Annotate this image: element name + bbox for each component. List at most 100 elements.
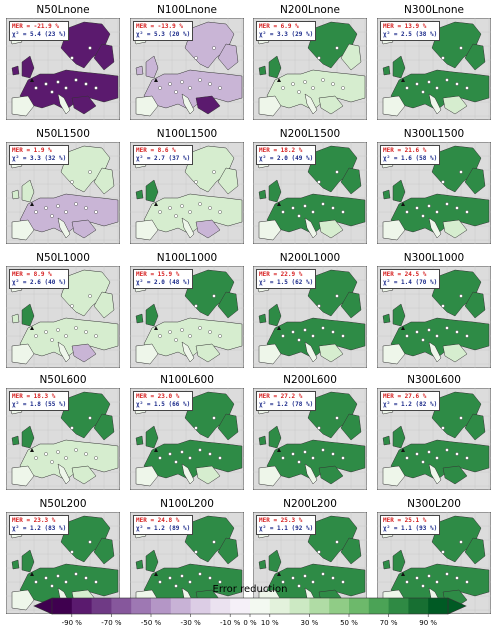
colorbar-tick-label: -50 % [140,619,162,627]
colorbar-min-arrow [33,597,53,615]
colorbar-tick-label: -90 % [61,619,82,627]
colorbar-segment [170,598,192,614]
panel-title: N50L1000 [36,252,90,264]
mer-value: MER = -21.9 % [12,23,59,30]
colorbar-segment [111,598,132,614]
colorbar-tick-label: 70 % [379,619,398,627]
mer-value: MER = 27.2 % [259,393,303,400]
colorbar-segment [91,598,112,614]
colorbar-segment [230,598,251,614]
panel-title: N50L1500 [36,128,90,140]
panel-title: N200L200 [283,498,337,510]
panel-title: N100L600 [160,374,214,386]
stats-box: MER = 27.6 % χ² = 1.2 (82 %) [380,391,441,411]
stats-box: MER = 15.9 % χ² = 2.0 (48 %) [133,269,194,289]
chi-square-value: χ² = 2.0 (49 %) [259,155,314,162]
colorbar-segment [368,598,390,614]
mer-value: MER = 24.5 % [383,271,427,278]
panel-title: N50L600 [39,374,87,386]
chi-square-value: χ² = 5.4 (23 %) [12,31,67,38]
colorbar-segment [210,598,231,614]
europe-map [6,18,120,120]
panel-title: N200L600 [283,374,337,386]
stats-box: MER = 6.9 % χ² = 3.3 (29 %) [256,21,317,41]
panel-title: N300Lnone [404,4,464,16]
colorbar-segment [151,598,172,614]
panel-title: N300L1000 [403,252,465,264]
chi-square-value: χ² = 1.2 (83 %) [12,525,67,532]
panel-title: N200L1000 [279,252,341,264]
stats-box: MER = 24.8 % χ² = 1.2 (89 %) [133,515,194,535]
colorbar-tick-label: 50 % [340,619,358,627]
stats-box: MER = 25.3 % χ² = 1.1 (92 %) [256,515,317,535]
mer-value: MER = 23.3 % [12,517,56,524]
mer-value: MER = 27.6 % [383,393,427,400]
colorbar-segment [131,598,152,614]
panel-title: N100L1000 [156,252,218,264]
chi-square-value: χ² = 2.7 (37 %) [136,155,191,162]
chi-square-value: χ² = 5.3 (20 %) [136,31,191,38]
mer-value: MER = 22.9 % [259,271,303,278]
europe-map [6,266,120,368]
mer-value: MER = 8.9 % [12,271,52,278]
chi-square-value: χ² = 1.1 (93 %) [383,525,438,532]
colorbar-tick-label: -10 % [220,619,241,627]
panel-title: N100L1500 [156,128,218,140]
colorbar-tick-label: 30 % [300,619,319,627]
colorbar-segment [71,598,93,614]
panel-title: N100Lnone [157,4,217,16]
stats-box: MER = 8.9 % χ² = 2.6 (40 %) [9,269,70,289]
stats-box: MER = 21.6 % χ² = 1.6 (58 %) [380,145,441,165]
chi-square-value: χ² = 1.2 (82 %) [383,401,438,408]
panel-title: N300L1500 [403,128,465,140]
stats-box: MER = 23.3 % χ² = 1.2 (83 %) [9,515,70,535]
mer-value: MER = 21.6 % [383,147,427,154]
colorbar-segment [428,598,449,614]
mer-value: MER = 25.3 % [259,517,303,524]
panel-title: N300L600 [407,374,461,386]
chi-square-value: χ² = 2.6 (40 %) [12,279,67,286]
colorbar-tick-label: -70 % [101,619,122,627]
colorbar-segment [269,598,291,614]
mer-value: MER = 1.9 % [12,147,52,154]
panel-title: N50L200 [39,498,87,510]
panel-title: N300L200 [407,498,461,510]
stats-box: MER = -13.9 % χ² = 5.3 (20 %) [133,21,194,41]
panel-title: N200L1500 [279,128,341,140]
colorbar-max-arrow [447,597,467,615]
chi-square-value: χ² = 3.3 (29 %) [259,31,314,38]
stats-box: MER = 8.6 % χ² = 2.7 (37 %) [133,145,194,165]
chi-square-value: χ² = 3.3 (32 %) [12,155,67,162]
colorbar-segment [52,598,73,614]
mer-value: MER = 18.2 % [259,147,303,154]
colorbar-segment [250,598,271,614]
stats-box: MER = 23.0 % χ² = 1.5 (66 %) [133,391,194,411]
colorbar-segment [309,598,330,614]
mer-value: MER = 13.9 % [383,23,427,30]
chi-square-value: χ² = 1.6 (58 %) [383,155,438,162]
colorbar-segment [388,598,409,614]
colorbar-tick-label: 90 % [419,619,438,627]
chi-square-value: χ² = 1.5 (62 %) [259,279,314,286]
stats-box: MER = 18.3 % χ² = 1.8 (55 %) [9,391,70,411]
chi-square-value: χ² = 1.8 (55 %) [12,401,67,408]
stats-box: MER = 24.5 % χ² = 1.4 (70 %) [380,269,441,289]
stats-box: MER = 25.1 % χ² = 1.1 (93 %) [380,515,441,535]
colorbar [33,597,467,617]
mer-value: MER = 8.6 % [136,147,176,154]
panel-title: N200Lnone [280,4,340,16]
europe-map [377,18,491,120]
stats-box: MER = 18.2 % χ² = 2.0 (49 %) [256,145,317,165]
colorbar-tick-label: 0 % [243,619,257,627]
mer-value: MER = 15.9 % [136,271,180,278]
chi-square-value: χ² = 1.2 (89 %) [136,525,191,532]
chi-square-value: χ² = 1.4 (70 %) [383,279,438,286]
colorbar-tick-label: -30 % [180,619,201,627]
chi-square-value: χ² = 2.0 (48 %) [136,279,191,286]
panel-title: N50Lnone [36,4,90,16]
mer-value: MER = 23.0 % [136,393,180,400]
colorbar-segment [408,598,429,614]
panel-title: N100L200 [160,498,214,510]
stats-box: MER = 1.9 % χ² = 3.3 (32 %) [9,145,70,165]
colorbar-segment [349,598,370,614]
